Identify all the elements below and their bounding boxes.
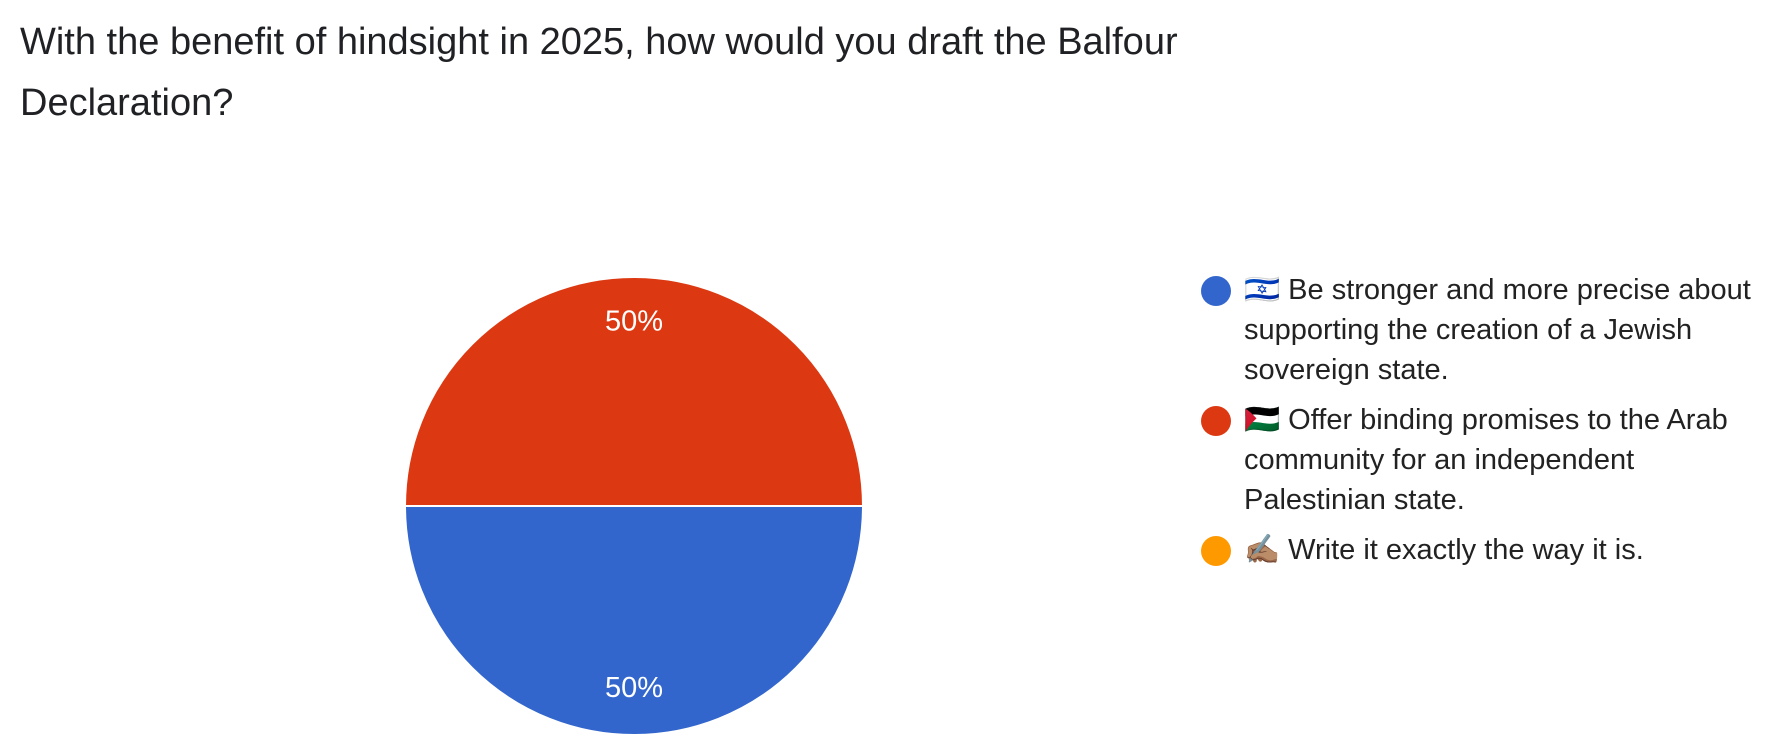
legend-label: ✍🏽 Write it exactly the way it is. bbox=[1244, 534, 1644, 566]
pie-slice bbox=[403, 276, 865, 507]
slice-label: 50% bbox=[605, 672, 663, 704]
pie-chart: 50% 50% bbox=[403, 276, 865, 736]
legend-entry: 🇮🇱 Be stronger and more precise about su… bbox=[1200, 270, 1780, 390]
legend-entry: ✍🏽 Write it exactly the way it is. bbox=[1200, 530, 1780, 570]
pie-slice bbox=[403, 505, 865, 736]
slice-label: 50% bbox=[605, 305, 663, 337]
legend: 🇮🇱 Be stronger and more precise about su… bbox=[1200, 270, 1780, 580]
legend-swatch bbox=[1201, 276, 1231, 306]
legend-swatch bbox=[1201, 536, 1231, 566]
legend-label: 🇵🇸 Offer binding promises to the Arab co… bbox=[1244, 404, 1728, 516]
legend-label: 🇮🇱 Be stronger and more precise about su… bbox=[1244, 274, 1751, 386]
legend-swatch bbox=[1201, 406, 1231, 436]
legend-entry: 🇵🇸 Offer binding promises to the Arab co… bbox=[1200, 400, 1780, 520]
chart-title: With the benefit of hindsight in 2025, h… bbox=[20, 21, 1178, 124]
